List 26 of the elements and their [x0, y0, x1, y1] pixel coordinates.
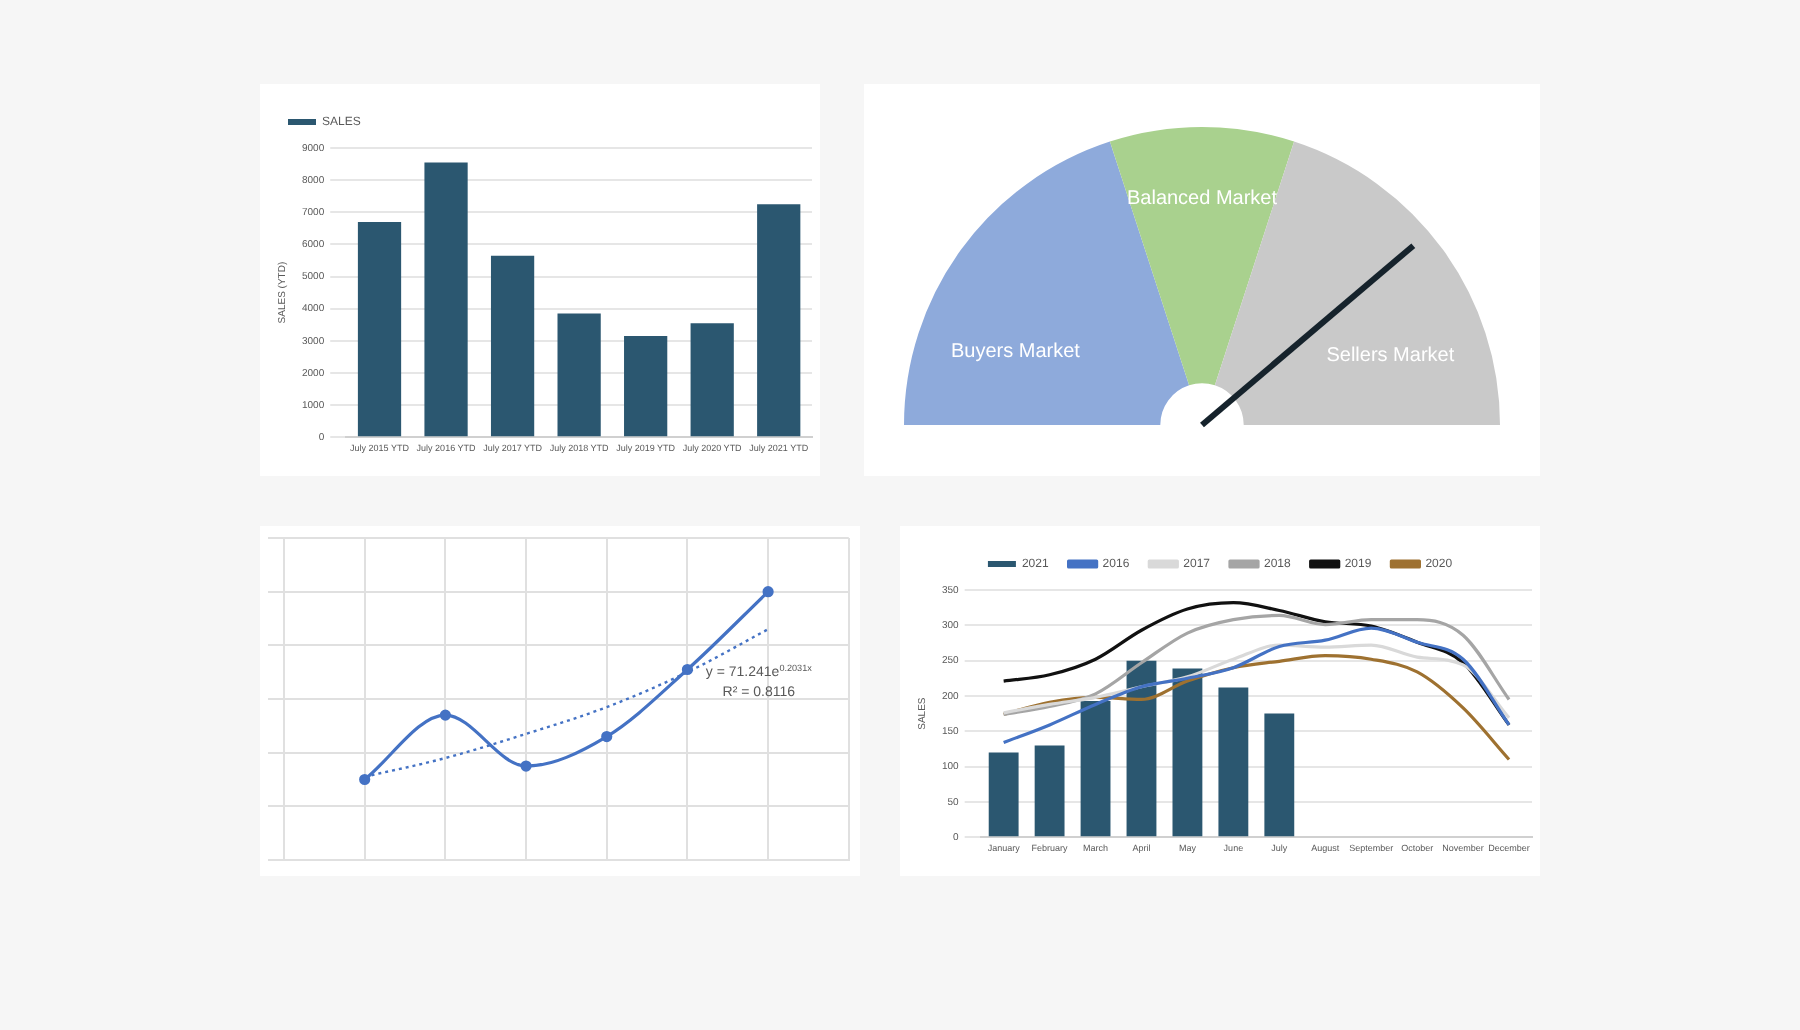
bar	[490, 255, 535, 437]
bar	[988, 752, 1019, 837]
bar	[1080, 700, 1111, 837]
bar	[557, 313, 601, 437]
slice-label: Balanced Market	[1126, 188, 1278, 211]
bar	[1172, 668, 1203, 837]
bar	[757, 204, 801, 437]
bar	[1126, 660, 1157, 837]
bar	[1034, 745, 1065, 837]
point	[762, 586, 774, 598]
bar	[690, 323, 734, 437]
bar	[1264, 713, 1295, 837]
bar	[357, 221, 402, 437]
line-series	[1002, 626, 1511, 745]
line-series	[1002, 613, 1511, 716]
bar	[1218, 687, 1249, 837]
bar	[624, 335, 668, 437]
line-series	[1002, 643, 1511, 720]
slice-label: Buyers Market	[951, 340, 1081, 363]
point	[520, 760, 532, 772]
point	[601, 730, 613, 743]
point	[681, 663, 694, 676]
line-series	[1002, 654, 1511, 762]
point	[439, 709, 451, 721]
point	[359, 773, 371, 786]
bar	[424, 162, 468, 437]
